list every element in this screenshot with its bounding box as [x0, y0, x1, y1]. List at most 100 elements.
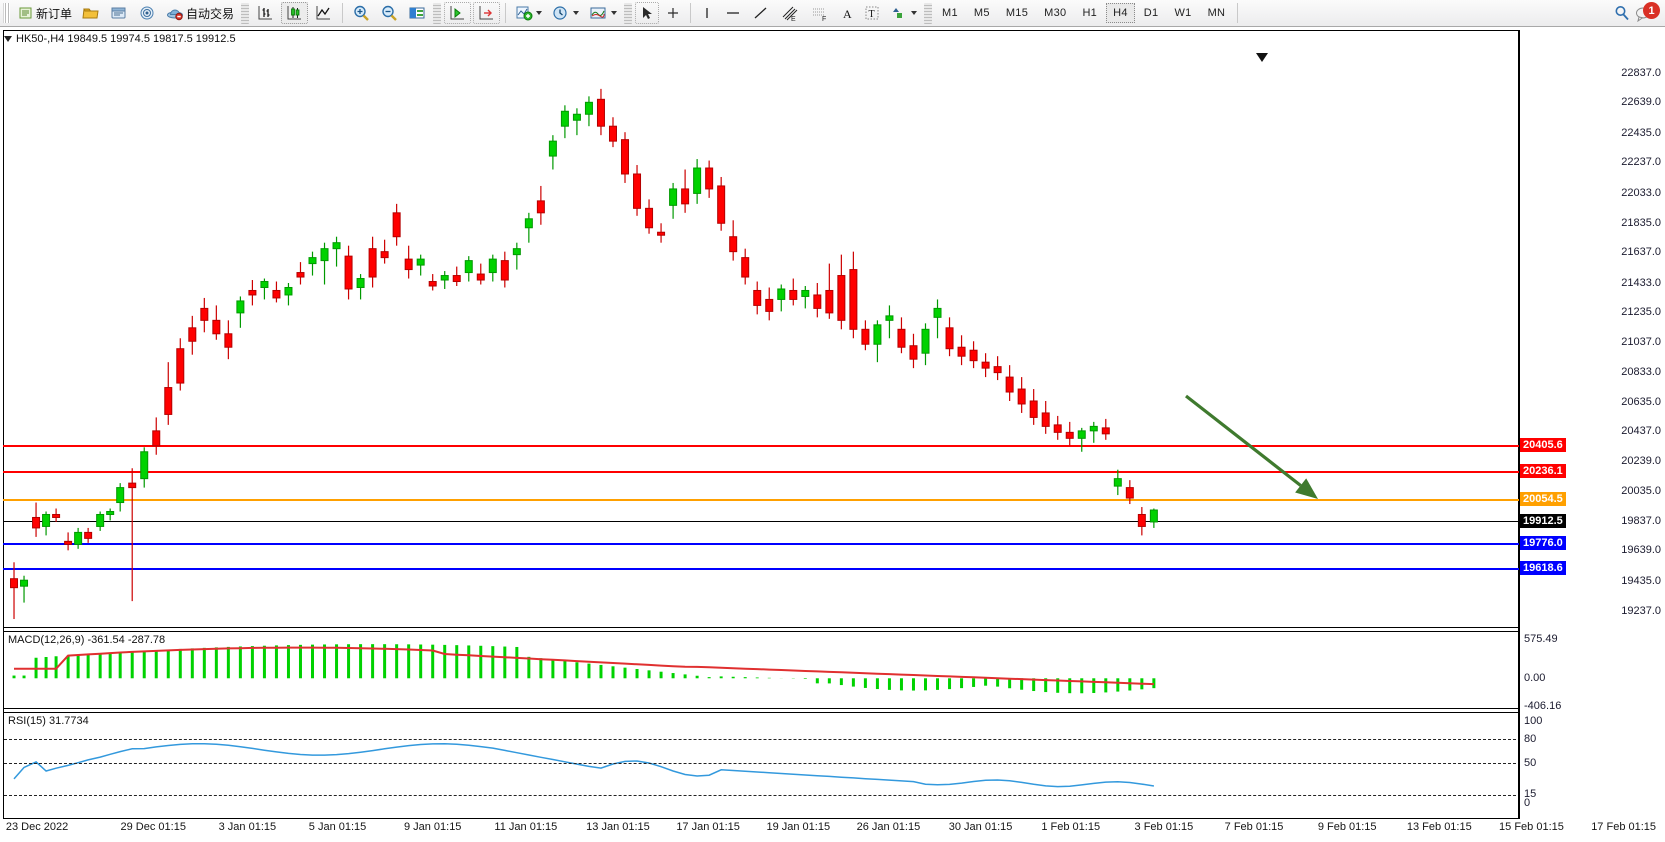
time-axis-label: 13 Jan 01:15 — [586, 821, 650, 833]
text-button[interactable]: A — [836, 2, 858, 24]
price-axis-tick-label: 20239.0 — [1621, 454, 1661, 467]
period-button[interactable] — [548, 2, 583, 24]
price-axis-tick-label: 20437.0 — [1621, 425, 1661, 438]
auto-scroll-button[interactable] — [444, 2, 472, 24]
level-line-19776[interactable] — [3, 543, 1519, 545]
signals-button[interactable] — [134, 2, 160, 24]
level-line-20405[interactable] — [3, 445, 1519, 447]
data-window-button[interactable] — [404, 2, 430, 24]
chart-menu-triangle-icon[interactable] — [4, 35, 12, 42]
search-icon[interactable] — [1613, 4, 1631, 22]
rsi-axis-labels: 100 80 50 15 0 — [1519, 27, 1665, 842]
candlestick-chart-button[interactable] — [281, 2, 309, 24]
time-axis-label: 3 Jan 01:15 — [218, 821, 277, 833]
chart-area[interactable]: HK50-,H4 19849.5 19974.5 19817.5 19912.5… — [0, 27, 1665, 842]
rsi-label: RSI(15) 31.7734 — [6, 715, 91, 727]
level-line-20054[interactable] — [3, 499, 1519, 501]
toolbar-grip[interactable] — [3, 3, 10, 23]
period-m30[interactable]: M30 — [1044, 7, 1067, 19]
add-indicator-button[interactable] — [511, 2, 546, 24]
pane-separator-price-macd-2 — [3, 631, 1520, 632]
svg-text:A: A — [843, 7, 852, 21]
svg-text:E: E — [791, 16, 796, 22]
bar-chart-button[interactable] — [252, 2, 279, 24]
price-level-badge[interactable]: 20236.1 — [1520, 464, 1566, 478]
period-h4[interactable]: H4 — [1106, 3, 1135, 23]
pane-separator-macd-rsi-2 — [3, 712, 1520, 713]
templates-button[interactable] — [585, 2, 621, 24]
time-axis-label: 19 Jan 01:15 — [766, 821, 831, 833]
pane-separator-price-macd — [3, 627, 1520, 628]
period-m5[interactable]: M5 — [973, 7, 990, 19]
toolbar-separator-2 — [433, 2, 442, 24]
price-level-badges[interactable]: 20405.6 20236.1 20054.5 19912.5 19776.0 19618… — [1519, 27, 1665, 842]
price-axis-tick-label: 22435.0 — [1621, 126, 1661, 139]
autotrading-label: 自动交易 — [186, 6, 235, 21]
price-level-badge[interactable]: 20054.5 — [1520, 492, 1566, 506]
zoom-in-icon — [354, 5, 369, 21]
text-label-button[interactable]: T — [860, 2, 884, 24]
price-level-badge[interactable]: 19618.6 — [1520, 561, 1566, 575]
equidistant-channel-button[interactable]: E — [776, 2, 804, 24]
price-axis[interactable] — [1519, 30, 1662, 819]
line-chart-button[interactable] — [310, 2, 337, 24]
vertical-line-button[interactable] — [696, 2, 718, 24]
new-order-button[interactable]: 新订单 — [14, 2, 76, 24]
time-axis-label: 9 Jan 01:15 — [403, 821, 462, 833]
price-axis-labels: 22837.0 22639.0 22435.0 22237.0 22033.0 21835… — [1519, 27, 1665, 842]
zoom-out-button[interactable] — [376, 2, 402, 24]
price-level-badge[interactable]: 20405.6 — [1520, 438, 1566, 452]
zoom-in-button[interactable] — [348, 2, 374, 24]
fibonacci-button[interactable]: F — [806, 2, 834, 24]
cursor-button[interactable] — [635, 2, 660, 24]
period-m1[interactable]: M1 — [942, 7, 958, 19]
level-line-19912[interactable] — [3, 521, 1519, 522]
period-h1[interactable]: H1 — [1082, 7, 1098, 19]
period-mn[interactable]: MN — [1207, 7, 1226, 19]
chart-shift-icon — [479, 6, 494, 20]
notification-count-badge: 1 — [1643, 2, 1660, 19]
chevron-down-icon[interactable] — [536, 11, 543, 15]
macd-label: MACD(12,26,9) -361.54 -287.78 — [6, 634, 168, 646]
time-axis-label: 11 Jan 01:15 — [494, 821, 558, 833]
time-axis[interactable]: 23 Dec 2022 29 Dec 01:15 3 Jan 01:15 5 Jan … — [3, 819, 1662, 839]
rsi-level-15-line — [4, 795, 1516, 796]
period-d1[interactable]: D1 — [1143, 7, 1159, 19]
folder-button[interactable] — [78, 2, 104, 24]
templates-icon — [590, 7, 606, 19]
price-axis-tick-label: 20035.0 — [1621, 485, 1661, 498]
horizontal-line-icon — [727, 12, 740, 14]
crosshair-button[interactable] — [661, 2, 685, 24]
horizontal-line-button[interactable] — [720, 2, 746, 24]
macd-axis-tick-label: 0.00 — [1524, 672, 1546, 685]
level-line-20236[interactable] — [3, 471, 1519, 473]
chart-top-marker — [1256, 53, 1268, 62]
level-line-19618[interactable] — [3, 568, 1519, 570]
price-level-badge[interactable]: 19912.5 — [1520, 514, 1566, 528]
price-axis-tick-label: 21433.0 — [1621, 276, 1661, 289]
chevron-down-icon[interactable] — [573, 11, 580, 15]
autotrading-button[interactable]: 自动交易 — [162, 2, 238, 24]
macd-axis-labels: 575.49 0.00 -406.16 — [1519, 27, 1665, 842]
time-axis-label: 1 Feb 01:15 — [1041, 821, 1101, 833]
chevron-down-icon[interactable] — [611, 11, 618, 15]
trendline-button[interactable] — [748, 2, 774, 24]
signals-radar-icon — [140, 6, 154, 20]
price-level-badge[interactable]: 19776.0 — [1520, 536, 1566, 550]
rsi-level-50-line — [4, 763, 1516, 764]
chevron-down-icon[interactable] — [911, 11, 918, 15]
rsi-axis-tick-label: 50 — [1524, 757, 1537, 769]
toolbar-right-zone: 1 — [1613, 2, 1665, 23]
chart-shift-button[interactable] — [473, 2, 501, 24]
price-axis-tick-label: 22237.0 — [1621, 156, 1661, 169]
period-m15[interactable]: M15 — [1005, 7, 1029, 19]
vertical-line-icon — [706, 8, 708, 18]
notification-button[interactable]: 1 — [1636, 2, 1660, 23]
price-axis-tick-label: 20833.0 — [1621, 366, 1661, 379]
folder-gold-icon — [82, 8, 99, 19]
shapes-button[interactable] — [886, 2, 921, 24]
rsi-level-80-line — [4, 739, 1516, 740]
terminal-button[interactable] — [106, 2, 132, 24]
symbol-header[interactable]: HK50-,H4 19849.5 19974.5 19817.5 19912.5 — [4, 31, 236, 46]
period-w1[interactable]: W1 — [1174, 7, 1192, 19]
